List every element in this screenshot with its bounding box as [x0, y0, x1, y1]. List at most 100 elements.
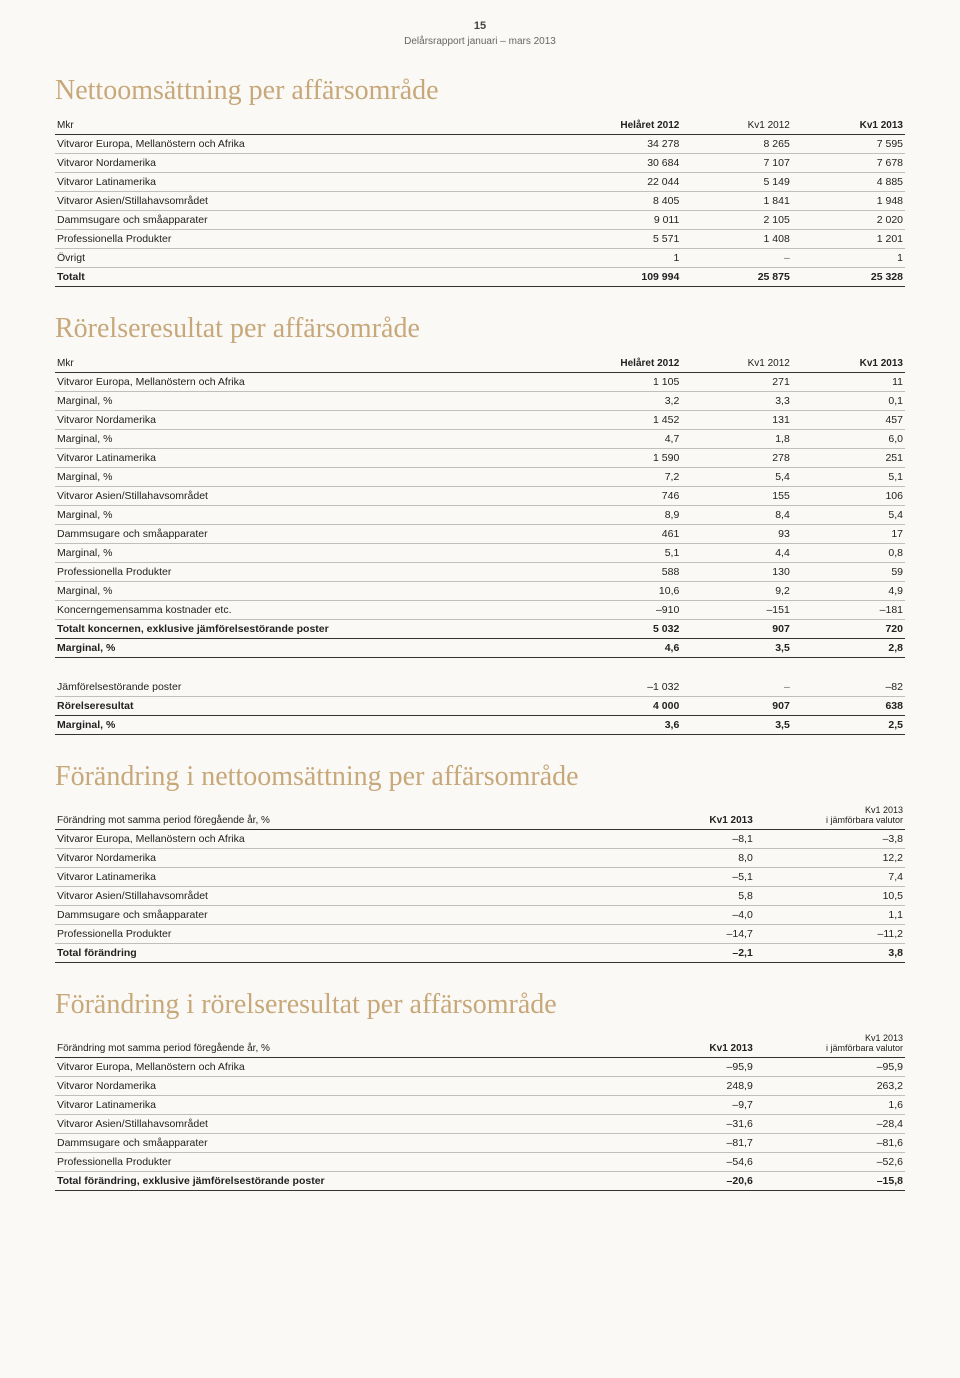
row-value: –28,4: [755, 1114, 905, 1133]
row-value: –81,7: [667, 1133, 755, 1152]
row-label: Professionella Produkter: [55, 924, 667, 943]
row-value: 248,9: [667, 1076, 755, 1095]
row-value: 8,0: [667, 848, 755, 867]
row-value: 7 678: [792, 154, 905, 173]
change-ns-col-1: Kv1 2013 i jämförbara valutor: [755, 803, 905, 829]
row-label: Marginal, %: [55, 639, 531, 658]
row-value: 93: [681, 525, 792, 544]
row-value: 30 684: [531, 154, 681, 173]
row-value: 461: [531, 525, 681, 544]
row-label: Övrigt: [55, 249, 531, 268]
row-value: 5,1: [531, 544, 681, 563]
row-value: –5,1: [667, 867, 755, 886]
row-value: 25 328: [792, 268, 905, 287]
row-label: Total förändring: [55, 943, 667, 962]
row-value: 10,5: [755, 886, 905, 905]
row-label: Vitvaror Asien/Stillahavsområdet: [55, 1114, 667, 1133]
row-value: 588: [531, 563, 681, 582]
row-value: –54,6: [667, 1152, 755, 1171]
row-value: 2,5: [792, 716, 905, 735]
row-label: Rörelseresultat: [55, 697, 531, 716]
row-value: 5,4: [792, 506, 905, 525]
row-value: 131: [681, 411, 792, 430]
net-sales-col-1: Kv1 2012: [681, 117, 792, 135]
row-label: Totalt: [55, 268, 531, 287]
row-value: 0,8: [792, 544, 905, 563]
row-value: 2 020: [792, 211, 905, 230]
table-change-net-sales: Förändring mot samma period föregående å…: [55, 803, 905, 963]
row-label: Vitvaror Europa, Mellanöstern och Afrika: [55, 373, 531, 392]
row-value: –81,6: [755, 1133, 905, 1152]
row-label: Vitvaror Nordamerika: [55, 411, 531, 430]
row-value: 8,9: [531, 506, 681, 525]
op-income-col-0: Helåret 2012: [531, 355, 681, 373]
row-value: 3,8: [755, 943, 905, 962]
heading-change-op-income: Förändring i rörelseresultat per affärso…: [55, 989, 905, 1021]
row-value: 1,1: [755, 905, 905, 924]
row-label: Marginal, %: [55, 544, 531, 563]
row-value: –82: [792, 678, 905, 697]
row-value: 746: [531, 487, 681, 506]
row-value: 263,2: [755, 1076, 905, 1095]
row-value: 5 032: [531, 620, 681, 639]
row-value: 720: [792, 620, 905, 639]
row-label: Professionella Produkter: [55, 563, 531, 582]
row-value: 7,4: [755, 867, 905, 886]
row-label: Marginal, %: [55, 582, 531, 601]
op-income-col-1: Kv1 2012: [681, 355, 792, 373]
change-oi-col-1b: i jämförbara valutor: [757, 1044, 903, 1054]
row-label: Vitvaror Nordamerika: [55, 1076, 667, 1095]
row-label: Dammsugare och småapparater: [55, 525, 531, 544]
net-sales-col-2: Kv1 2013: [792, 117, 905, 135]
row-value: 278: [681, 449, 792, 468]
row-value: 1: [531, 249, 681, 268]
row-value: –11,2: [755, 924, 905, 943]
net-sales-unit: Mkr: [55, 117, 531, 135]
row-value: 1 105: [531, 373, 681, 392]
row-label: Vitvaror Nordamerika: [55, 848, 667, 867]
row-value: 155: [681, 487, 792, 506]
row-label: Vitvaror Europa, Mellanöstern och Afrika: [55, 1057, 667, 1076]
row-value: –2,1: [667, 943, 755, 962]
row-label: Vitvaror Asien/Stillahavsområdet: [55, 487, 531, 506]
row-value: 1 948: [792, 192, 905, 211]
row-value: 9 011: [531, 211, 681, 230]
row-label: Vitvaror Asien/Stillahavsområdet: [55, 192, 531, 211]
row-value: –: [681, 249, 792, 268]
row-value: 8 265: [681, 135, 792, 154]
row-label: Vitvaror Latinamerika: [55, 449, 531, 468]
row-value: 638: [792, 697, 905, 716]
row-value: 11: [792, 373, 905, 392]
row-value: 8,4: [681, 506, 792, 525]
row-value: 3,2: [531, 392, 681, 411]
row-value: 1 201: [792, 230, 905, 249]
row-value: 1,8: [681, 430, 792, 449]
row-value: –910: [531, 601, 681, 620]
row-label: Vitvaror Europa, Mellanöstern och Afrika: [55, 135, 531, 154]
row-value: –1 032: [531, 678, 681, 697]
row-label: Dammsugare och småapparater: [55, 1133, 667, 1152]
page-subtitle: Delårsrapport januari – mars 2013: [55, 36, 905, 47]
row-value: 457: [792, 411, 905, 430]
row-value: 251: [792, 449, 905, 468]
row-value: 3,6: [531, 716, 681, 735]
row-value: 4 885: [792, 173, 905, 192]
row-value: 130: [681, 563, 792, 582]
row-value: 9,2: [681, 582, 792, 601]
row-label: Marginal, %: [55, 468, 531, 487]
row-value: 5,1: [792, 468, 905, 487]
row-value: 106: [792, 487, 905, 506]
row-value: –15,8: [755, 1171, 905, 1190]
row-value: 1: [792, 249, 905, 268]
row-label: Professionella Produkter: [55, 230, 531, 249]
row-label: Vitvaror Europa, Mellanöstern och Afrika: [55, 829, 667, 848]
table-op-income: Mkr Helåret 2012 Kv1 2012 Kv1 2013 Vitva…: [55, 355, 905, 735]
spacer: [55, 658, 905, 679]
heading-change-net-sales: Förändring i nettoomsättning per affärso…: [55, 761, 905, 793]
row-value: 2,8: [792, 639, 905, 658]
row-value: –52,6: [755, 1152, 905, 1171]
row-label: Totalt koncernen, exklusive jämförelsest…: [55, 620, 531, 639]
row-value: 5 149: [681, 173, 792, 192]
row-label: Vitvaror Asien/Stillahavsområdet: [55, 886, 667, 905]
row-value: 25 875: [681, 268, 792, 287]
